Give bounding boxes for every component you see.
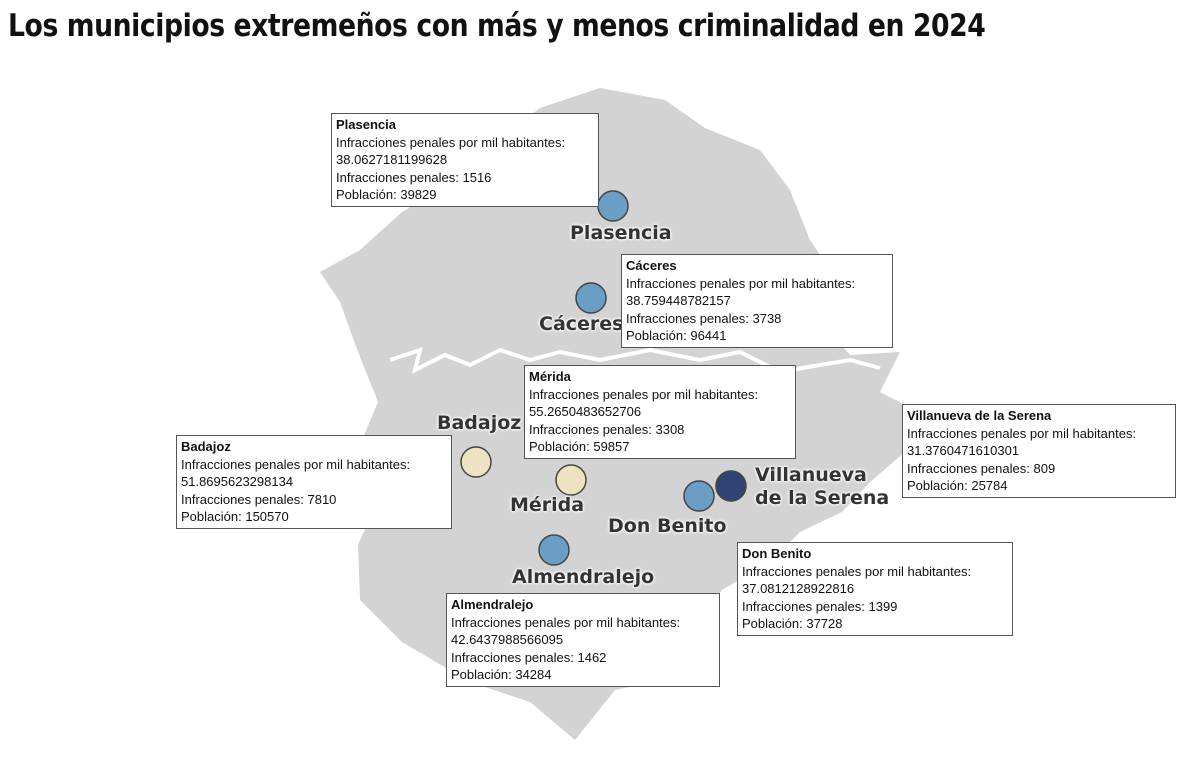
count-value: 3738 <box>752 310 782 326</box>
popup-title: Cáceres <box>626 258 677 273</box>
info-popup: Badajoz Infracciones penales por mil habi… <box>176 435 452 529</box>
field-label: Infracciones penales por mil habitantes: <box>529 386 759 402</box>
city-label: Cáceres <box>539 313 624 335</box>
population-value: 96441 <box>690 328 727 343</box>
city-marker[interactable] <box>683 480 715 512</box>
field-label: Población: <box>181 509 242 524</box>
field-label: Infracciones penales por mil habitantes: <box>626 275 856 291</box>
rate-value: 38.0627181199628 <box>336 152 448 167</box>
count-value: 1462 <box>577 649 607 665</box>
field-label: Infracciones penales por mil habitantes: <box>181 456 411 472</box>
population-value: 59857 <box>593 439 630 454</box>
city-label: Almendralejo <box>512 566 655 588</box>
river <box>389 346 881 375</box>
population-row: Población: 59857 <box>529 438 791 456</box>
field-label: Población: <box>529 439 590 454</box>
city-marker[interactable] <box>715 470 747 502</box>
population-value: 25784 <box>971 478 1008 493</box>
popup-title: Villanueva de la Serena <box>907 408 1052 423</box>
rate-value: 51.8695623298134 <box>181 474 294 489</box>
city-label: Plasencia <box>570 222 672 244</box>
population-row: Población: 96441 <box>626 327 888 345</box>
field-label: Infracciones penales: <box>336 169 459 185</box>
info-popup: Villanueva de la Serena Infracciones pena… <box>902 404 1176 498</box>
count-row: Infracciones penales: 1462 <box>451 649 715 667</box>
rate-value: 31.3760471610301 <box>907 443 1020 458</box>
field-label: Infracciones penales por mil habitantes: <box>907 425 1137 441</box>
popup-title: Plasencia <box>336 117 396 132</box>
population-row: Población: 34284 <box>451 666 715 684</box>
population-value: 150570 <box>245 509 289 524</box>
city-label: Villanueva de la Serena <box>755 464 890 509</box>
city-marker[interactable] <box>555 464 587 496</box>
field-label: Población: <box>451 667 512 682</box>
field-label: Población: <box>336 187 397 202</box>
info-popup: Don Benito Infracciones penales por mil h… <box>737 542 1013 636</box>
field-label: Infracciones penales: <box>181 491 304 507</box>
field-label: Infracciones penales: <box>451 649 574 665</box>
city-marker[interactable] <box>460 446 492 478</box>
field-label: Infracciones penales por mil habitantes: <box>336 134 566 150</box>
city-marker[interactable] <box>538 534 570 566</box>
city-marker[interactable] <box>597 190 629 222</box>
field-label: Infracciones penales: <box>626 310 749 326</box>
rate-value: 37.0812128922816 <box>742 581 855 596</box>
population-row: Población: 37728 <box>742 615 1008 633</box>
rate-value: 42.6437988566095 <box>451 632 564 647</box>
city-marker[interactable] <box>575 282 607 314</box>
info-popup: Mérida Infracciones penales por mil habit… <box>524 365 796 459</box>
count-row: Infracciones penales: 3738 <box>626 310 888 328</box>
count-value: 7810 <box>307 491 337 507</box>
info-popup: Cáceres Infracciones penales por mil habi… <box>621 254 893 348</box>
count-row: Infracciones penales: 809 <box>907 460 1171 478</box>
field-label: Infracciones penales: <box>529 421 652 437</box>
population-value: 34284 <box>515 667 552 682</box>
population-value: 39829 <box>400 187 437 202</box>
field-label: Infracciones penales por mil habitantes: <box>742 563 972 579</box>
field-label: Infracciones penales por mil habitantes: <box>451 614 681 630</box>
city-label: Badajoz <box>437 412 522 434</box>
count-value: 1516 <box>462 169 492 185</box>
info-popup: Plasencia Infracciones penales por mil ha… <box>331 113 599 207</box>
population-row: Población: 150570 <box>181 508 447 526</box>
count-value: 1399 <box>868 598 898 614</box>
count-value: 3308 <box>655 421 685 437</box>
rate-value: 38.759448782157 <box>626 293 731 308</box>
field-label: Infracciones penales: <box>742 598 865 614</box>
count-row: Infracciones penales: 1399 <box>742 598 1008 616</box>
count-row: Infracciones penales: 7810 <box>181 491 447 509</box>
field-label: Población: <box>907 478 968 493</box>
rate-value: 55.2650483652706 <box>529 404 642 419</box>
popup-title: Badajoz <box>181 439 231 454</box>
title: Los municipios extremeños con más y meno… <box>8 8 986 44</box>
population-row: Población: 39829 <box>336 186 594 204</box>
city-label: Don Benito <box>608 515 727 537</box>
field-label: Población: <box>626 328 687 343</box>
population-value: 37728 <box>806 616 843 631</box>
count-value: 809 <box>1033 460 1056 476</box>
popup-title: Don Benito <box>742 546 812 561</box>
city-label: Mérida <box>510 494 585 516</box>
info-popup: Almendralejo Infracciones penales por mil… <box>446 593 720 687</box>
field-label: Población: <box>742 616 803 631</box>
count-row: Infracciones penales: 3308 <box>529 421 791 439</box>
count-row: Infracciones penales: 1516 <box>336 169 594 187</box>
population-row: Población: 25784 <box>907 477 1171 495</box>
field-label: Infracciones penales: <box>907 460 1030 476</box>
popup-title: Almendralejo <box>451 597 534 612</box>
popup-title: Mérida <box>529 369 571 384</box>
